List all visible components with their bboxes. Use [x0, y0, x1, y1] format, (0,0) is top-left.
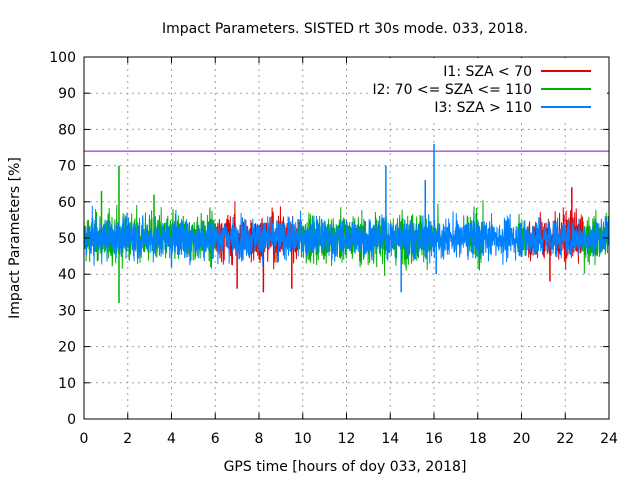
legend-label-i2: I2: 70 <= SZA <= 110 — [372, 82, 532, 98]
axis-ticks: 0 2 4 6 8 10 12 14 16 18 20 22 240102030405060708090… — [49, 50, 618, 447]
x-tick-label: 8 — [255, 431, 264, 447]
x-axis-label: GPS time [hours of doy 033, 2018] — [224, 459, 467, 475]
x-tick-label: 12 — [338, 431, 356, 447]
series-2-line — [582, 209, 610, 275]
x-tick-label: 14 — [381, 431, 399, 447]
y-tick-label: 80 — [58, 122, 76, 138]
series-layer — [83, 143, 610, 304]
y-tick-label: 40 — [58, 267, 76, 283]
y-tick-label: 20 — [58, 340, 76, 356]
x-tick-label: 4 — [167, 431, 176, 447]
legend-label-i3: I3: SZA > 110 — [434, 100, 532, 116]
x-tick-label: 24 — [600, 431, 618, 447]
x-tick-label: 6 — [211, 431, 220, 447]
x-tick-label: 20 — [513, 431, 531, 447]
x-tick-label: 10 — [294, 431, 312, 447]
legend: I1: SZA < 70 I2: 70 <= SZA <= 110 I3: SZ… — [370, 58, 607, 120]
y-tick-label: 60 — [58, 195, 76, 211]
legend-label-i1: I1: SZA < 70 — [443, 64, 532, 80]
y-tick-label: 10 — [58, 376, 76, 392]
x-tick-label: 16 — [425, 431, 443, 447]
y-tick-label: 50 — [58, 231, 76, 247]
y-tick-label: 90 — [58, 86, 76, 102]
x-tick-label: 2 — [123, 431, 132, 447]
chart-title: Impact Parameters. SISTED rt 30s mode. 0… — [162, 21, 528, 37]
x-tick-label: 22 — [556, 431, 574, 447]
y-tick-label: 0 — [67, 412, 76, 428]
x-tick-label: 0 — [80, 431, 89, 447]
y-axis-label: Impact Parameters [%] — [7, 157, 23, 319]
y-tick-label: 70 — [58, 159, 76, 175]
y-tick-label: 30 — [58, 303, 76, 319]
x-tick-label: 18 — [469, 431, 487, 447]
y-tick-label: 100 — [49, 50, 76, 66]
series-3 — [83, 143, 610, 293]
